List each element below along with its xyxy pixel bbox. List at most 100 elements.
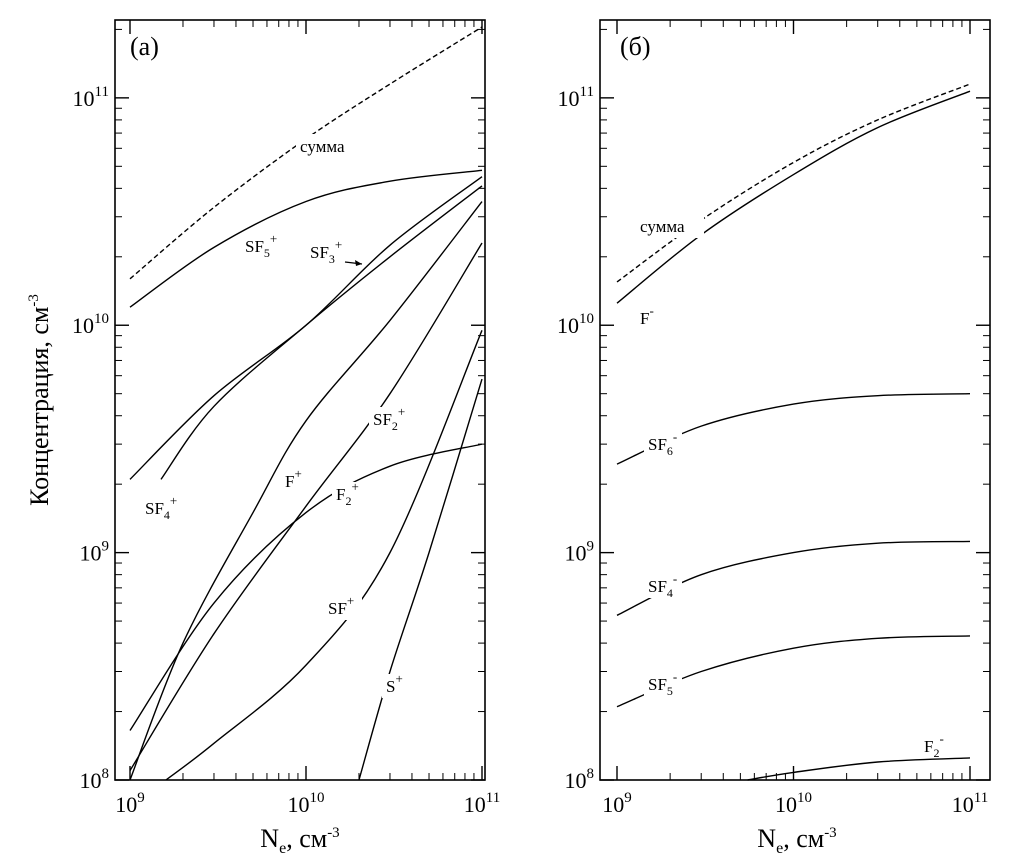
series-label-backdrop <box>644 672 682 696</box>
series-label-backdrop <box>644 574 682 598</box>
series-label-SF3+-sub: 3 <box>329 252 335 266</box>
series-label-F+-sup: + <box>294 466 301 481</box>
y-tick-label-exp: 11 <box>95 84 109 100</box>
series-label-SF+-base: SF <box>328 599 347 618</box>
series-label-SF2+-sub: 2 <box>392 419 398 433</box>
series-label-SF2+-base: SF <box>373 410 392 429</box>
series-label-backdrop <box>920 734 948 758</box>
x-tick-label: 109 <box>602 790 632 817</box>
y-tick-label-exp: 10 <box>94 311 109 327</box>
series-line-F2+ <box>129 443 483 731</box>
series-label-SF4+-base: SF <box>145 499 164 518</box>
series-label-backdrop <box>296 134 364 158</box>
y-axis-title-text: Концентрация, см <box>25 307 54 506</box>
series-label-backdrop <box>369 407 407 431</box>
y-tick-label-exp: 9 <box>102 539 110 555</box>
series-label-SF2+: SF2+ <box>373 404 405 433</box>
x-tick-label-exp: 10 <box>310 790 325 806</box>
series-label-SF4+-sub: 4 <box>164 508 170 522</box>
series-label-S+-base: S <box>386 677 395 696</box>
panel-b-x-axis-title: Ne, см-3 <box>757 824 836 857</box>
y-tick-label-base: 10 <box>73 86 95 111</box>
x-tick-label-base: 10 <box>288 792 310 817</box>
series-label-S+: S+ <box>386 671 403 696</box>
x-tick-label: 1010 <box>775 790 812 817</box>
series-label-сумма-base: сумма <box>640 217 685 236</box>
y-tick-label-base: 10 <box>80 541 102 566</box>
series-label-SF4--sup: - <box>673 571 677 586</box>
y-tick-label-base: 10 <box>72 313 94 338</box>
y-tick-label-exp: 9 <box>587 539 595 555</box>
series-label-backdrop <box>324 596 362 620</box>
x-tick-label-exp: 10 <box>797 790 812 806</box>
series-line-SF3+ <box>129 176 483 480</box>
series-label-F2+-base: F <box>336 485 345 504</box>
x-axis-title-n: N <box>260 824 279 853</box>
series-label-SF5+-sup: + <box>270 231 277 246</box>
series-label-F2--sub: 2 <box>933 746 939 760</box>
x-axis-title-sup: -3 <box>327 825 340 841</box>
series-label-SF4+: SF4+ <box>145 493 177 522</box>
y-tick-label-base: 10 <box>565 768 587 793</box>
y-tick-label: 108 <box>565 766 595 793</box>
y-tick-label-exp: 8 <box>102 766 110 782</box>
series-label-SF6--sub: 6 <box>667 444 673 458</box>
series-line-SF5+ <box>129 169 483 308</box>
series-label-SF6--sup: - <box>673 429 677 444</box>
x-tick-label: 1010 <box>288 790 325 817</box>
x-axis-title-sup: -3 <box>824 825 837 841</box>
series-label-F2+-sub: 2 <box>345 494 351 508</box>
series-label-backdrop <box>141 496 179 520</box>
x-axis-title-sub: e <box>776 840 783 857</box>
series-label-backdrop <box>382 674 410 698</box>
series-label-сумма-base: сумма <box>300 137 345 156</box>
x-axis-title-unit: , см <box>783 824 824 853</box>
panel-a-label: (а) <box>130 32 159 61</box>
series-line-SF2+ <box>129 242 483 771</box>
series-line-F+ <box>129 201 483 781</box>
y-tick-label-base: 10 <box>565 541 587 566</box>
series-line-S+ <box>358 378 483 781</box>
x-tick-label-base: 10 <box>115 792 137 817</box>
x-tick-label: 1011 <box>464 790 500 817</box>
y-tick-label: 108 <box>80 766 110 793</box>
series-line-F2- <box>747 757 971 781</box>
series-label-F2--sup: - <box>939 731 943 746</box>
series-line-сумма <box>616 83 971 283</box>
y-axis-title-sup: -3 <box>26 294 42 307</box>
x-tick-label: 109 <box>115 790 145 817</box>
y-tick-label: 1011 <box>73 84 109 111</box>
series-label-backdrop <box>636 214 704 238</box>
y-axis-title: Концентрация, см-3 <box>25 294 54 506</box>
series-label-backdrop <box>306 240 344 264</box>
y-tick-label-exp: 8 <box>587 766 595 782</box>
series-label-F2+-sup: + <box>351 479 358 494</box>
series-label-SF5--base: SF <box>648 675 667 694</box>
panel-a-x-axis-title: Ne, см-3 <box>260 824 339 857</box>
sf3-pointer-arrowhead <box>355 260 362 266</box>
series-label-сумма: сумма <box>300 137 345 156</box>
x-axis-title-unit: , см <box>286 824 327 853</box>
series-label-SF3+-sup: + <box>335 237 342 252</box>
x-axis-title-n: N <box>757 824 776 853</box>
x-tick-label-exp: 9 <box>624 790 632 806</box>
series-label-SF3+: SF3+ <box>310 237 342 266</box>
series-label-F+-base: F <box>285 472 294 491</box>
x-tick-label-exp: 9 <box>137 790 145 806</box>
x-tick-label-base: 10 <box>952 792 974 817</box>
x-axis-title-sub: e <box>279 840 286 857</box>
series-label-S+-sup: + <box>395 671 402 686</box>
series-label-F--sup: - <box>649 303 653 318</box>
y-tick-label: 1010 <box>72 311 109 338</box>
series-label-backdrop <box>332 482 360 506</box>
series-label-SF4+-sup: + <box>170 493 177 508</box>
series-label-SF5+-base: SF <box>245 237 264 256</box>
series-line-SF+ <box>165 330 483 781</box>
series-label-SF6-: SF6- <box>648 429 677 458</box>
